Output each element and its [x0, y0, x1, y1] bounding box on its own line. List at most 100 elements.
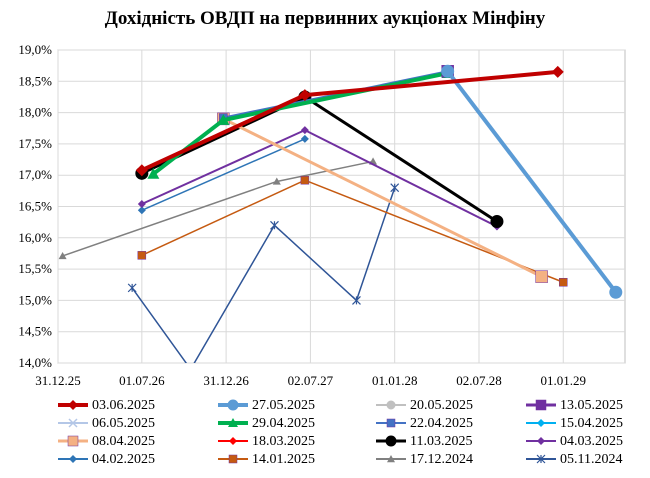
- legend-item: 27.05.2025: [218, 398, 315, 413]
- series-17.12.2024: [58, 157, 378, 260]
- data-point: [441, 64, 455, 78]
- x-tick-label: 31.12.25: [35, 373, 81, 388]
- legend-swatch-marker: [385, 435, 397, 447]
- legend-label: 15.04.2025: [560, 416, 623, 431]
- series-line: [131, 187, 396, 363]
- legend-item: 13.05.2025: [526, 398, 623, 413]
- y-tick-label: 18,5%: [18, 73, 52, 88]
- series-line: [446, 70, 618, 294]
- x-tick-label: 31.12.26: [203, 373, 249, 388]
- data-point: [147, 167, 160, 179]
- legend-label: 05.11.2024: [560, 452, 622, 467]
- legend-swatch-marker: [536, 454, 546, 464]
- data-point: [300, 126, 309, 135]
- x-tick-label: 01.07.26: [119, 373, 165, 388]
- legend-item: 11.03.2025: [376, 434, 472, 449]
- legend-item: 03.06.2025: [58, 398, 155, 413]
- series-line: [140, 69, 558, 173]
- legend-item: 17.12.2024: [376, 452, 473, 467]
- series-line: [141, 95, 498, 223]
- x-tick-label: 02.07.27: [288, 373, 334, 388]
- y-tick-label: 18,0%: [18, 105, 52, 120]
- legend-item: 05.11.2024: [526, 452, 622, 467]
- legend-item: 18.03.2025: [218, 434, 315, 449]
- data-point: [270, 220, 279, 230]
- legend-swatch-marker: [537, 437, 545, 445]
- legend-swatch-marker: [228, 418, 238, 427]
- y-tick-label: 17,0%: [18, 167, 52, 182]
- data-point: [300, 175, 310, 185]
- series-11.03.2025: [135, 90, 504, 229]
- series-line: [141, 138, 306, 211]
- series-27.05.2025: [441, 64, 623, 299]
- legend-label: 17.12.2024: [410, 452, 473, 467]
- legend-label: 27.05.2025: [252, 398, 315, 413]
- y-tick-label: 14,0%: [18, 355, 52, 370]
- legend-item: 14.01.2025: [218, 452, 315, 467]
- data-point: [490, 215, 504, 229]
- series-line: [152, 71, 449, 176]
- data-point: [58, 251, 67, 260]
- data-point: [187, 365, 195, 373]
- legend-swatch-marker: [387, 455, 395, 463]
- series-layer: [58, 64, 623, 373]
- legend-item: 29.04.2025: [218, 416, 315, 431]
- legend-swatch-marker: [537, 419, 545, 427]
- data-point: [300, 134, 309, 143]
- series-05.11.2024: [127, 183, 400, 373]
- y-tick-label: 19,0%: [18, 42, 52, 57]
- data-point: [298, 89, 311, 102]
- legend-swatch-marker: [67, 435, 79, 447]
- data-point: [559, 277, 568, 287]
- series-04.02.2025: [137, 134, 309, 215]
- legend-item: 22.04.2025: [376, 416, 473, 431]
- legend-swatch-marker: [69, 455, 77, 463]
- data-point: [135, 164, 148, 177]
- legend-item: 04.03.2025: [526, 434, 623, 449]
- series-14.01.2025: [137, 175, 568, 287]
- legend-swatch-marker: [535, 399, 547, 411]
- y-tick-label: 15,5%: [18, 261, 52, 276]
- data-point: [272, 177, 281, 185]
- y-tick-label: 16,5%: [18, 199, 52, 214]
- y-tick-label: 17,5%: [18, 136, 52, 151]
- data-point: [137, 251, 147, 260]
- legend-label: 13.05.2025: [560, 398, 623, 413]
- legend: 03.06.2025 27.05.2025 20.05.2025 13.05.2025…: [58, 398, 623, 467]
- legend-label: 29.04.2025: [252, 416, 315, 431]
- legend-label: 18.03.2025: [252, 434, 315, 449]
- data-point: [551, 65, 564, 78]
- legend-label: 22.04.2025: [410, 416, 473, 431]
- legend-swatch-marker: [68, 418, 78, 428]
- y-tick-label: 14,5%: [18, 324, 52, 339]
- legend-item: 20.05.2025: [376, 398, 473, 413]
- legend-swatch-marker: [228, 454, 238, 464]
- x-tick-label: 02.07.28: [456, 373, 502, 388]
- x-tick-label: 01.01.28: [372, 373, 418, 388]
- data-point: [217, 114, 230, 125]
- data-point: [127, 283, 137, 293]
- y-tick-label: 15,0%: [18, 292, 52, 307]
- legend-label: 04.03.2025: [560, 434, 623, 449]
- data-point: [137, 199, 146, 208]
- data-point: [352, 295, 361, 305]
- series-line: [141, 179, 564, 283]
- data-point: [137, 206, 146, 215]
- legend-item: 08.04.2025: [58, 434, 155, 449]
- legend-item: 04.02.2025: [58, 452, 155, 467]
- data-point: [535, 270, 548, 283]
- data-point: [390, 183, 400, 193]
- legend-label: 14.01.2025: [252, 452, 315, 467]
- legend-label: 11.03.2025: [410, 434, 472, 449]
- y-tick-label: 16,0%: [18, 230, 52, 245]
- legend-item: 15.04.2025: [526, 416, 623, 431]
- legend-label: 03.06.2025: [92, 398, 155, 413]
- x-tick-label: 01.01.29: [541, 373, 587, 388]
- legend-swatch-marker: [386, 400, 396, 410]
- legend-swatch-marker: [229, 437, 237, 445]
- legend-swatch-marker: [68, 400, 78, 410]
- chart-title: Дохідність ОВДП на первинних аукціонах М…: [104, 8, 546, 29]
- legend-label: 06.05.2025: [92, 416, 155, 431]
